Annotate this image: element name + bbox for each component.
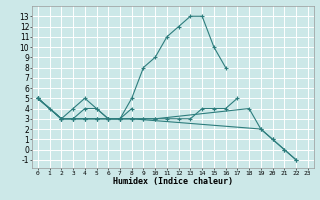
X-axis label: Humidex (Indice chaleur): Humidex (Indice chaleur) (113, 177, 233, 186)
